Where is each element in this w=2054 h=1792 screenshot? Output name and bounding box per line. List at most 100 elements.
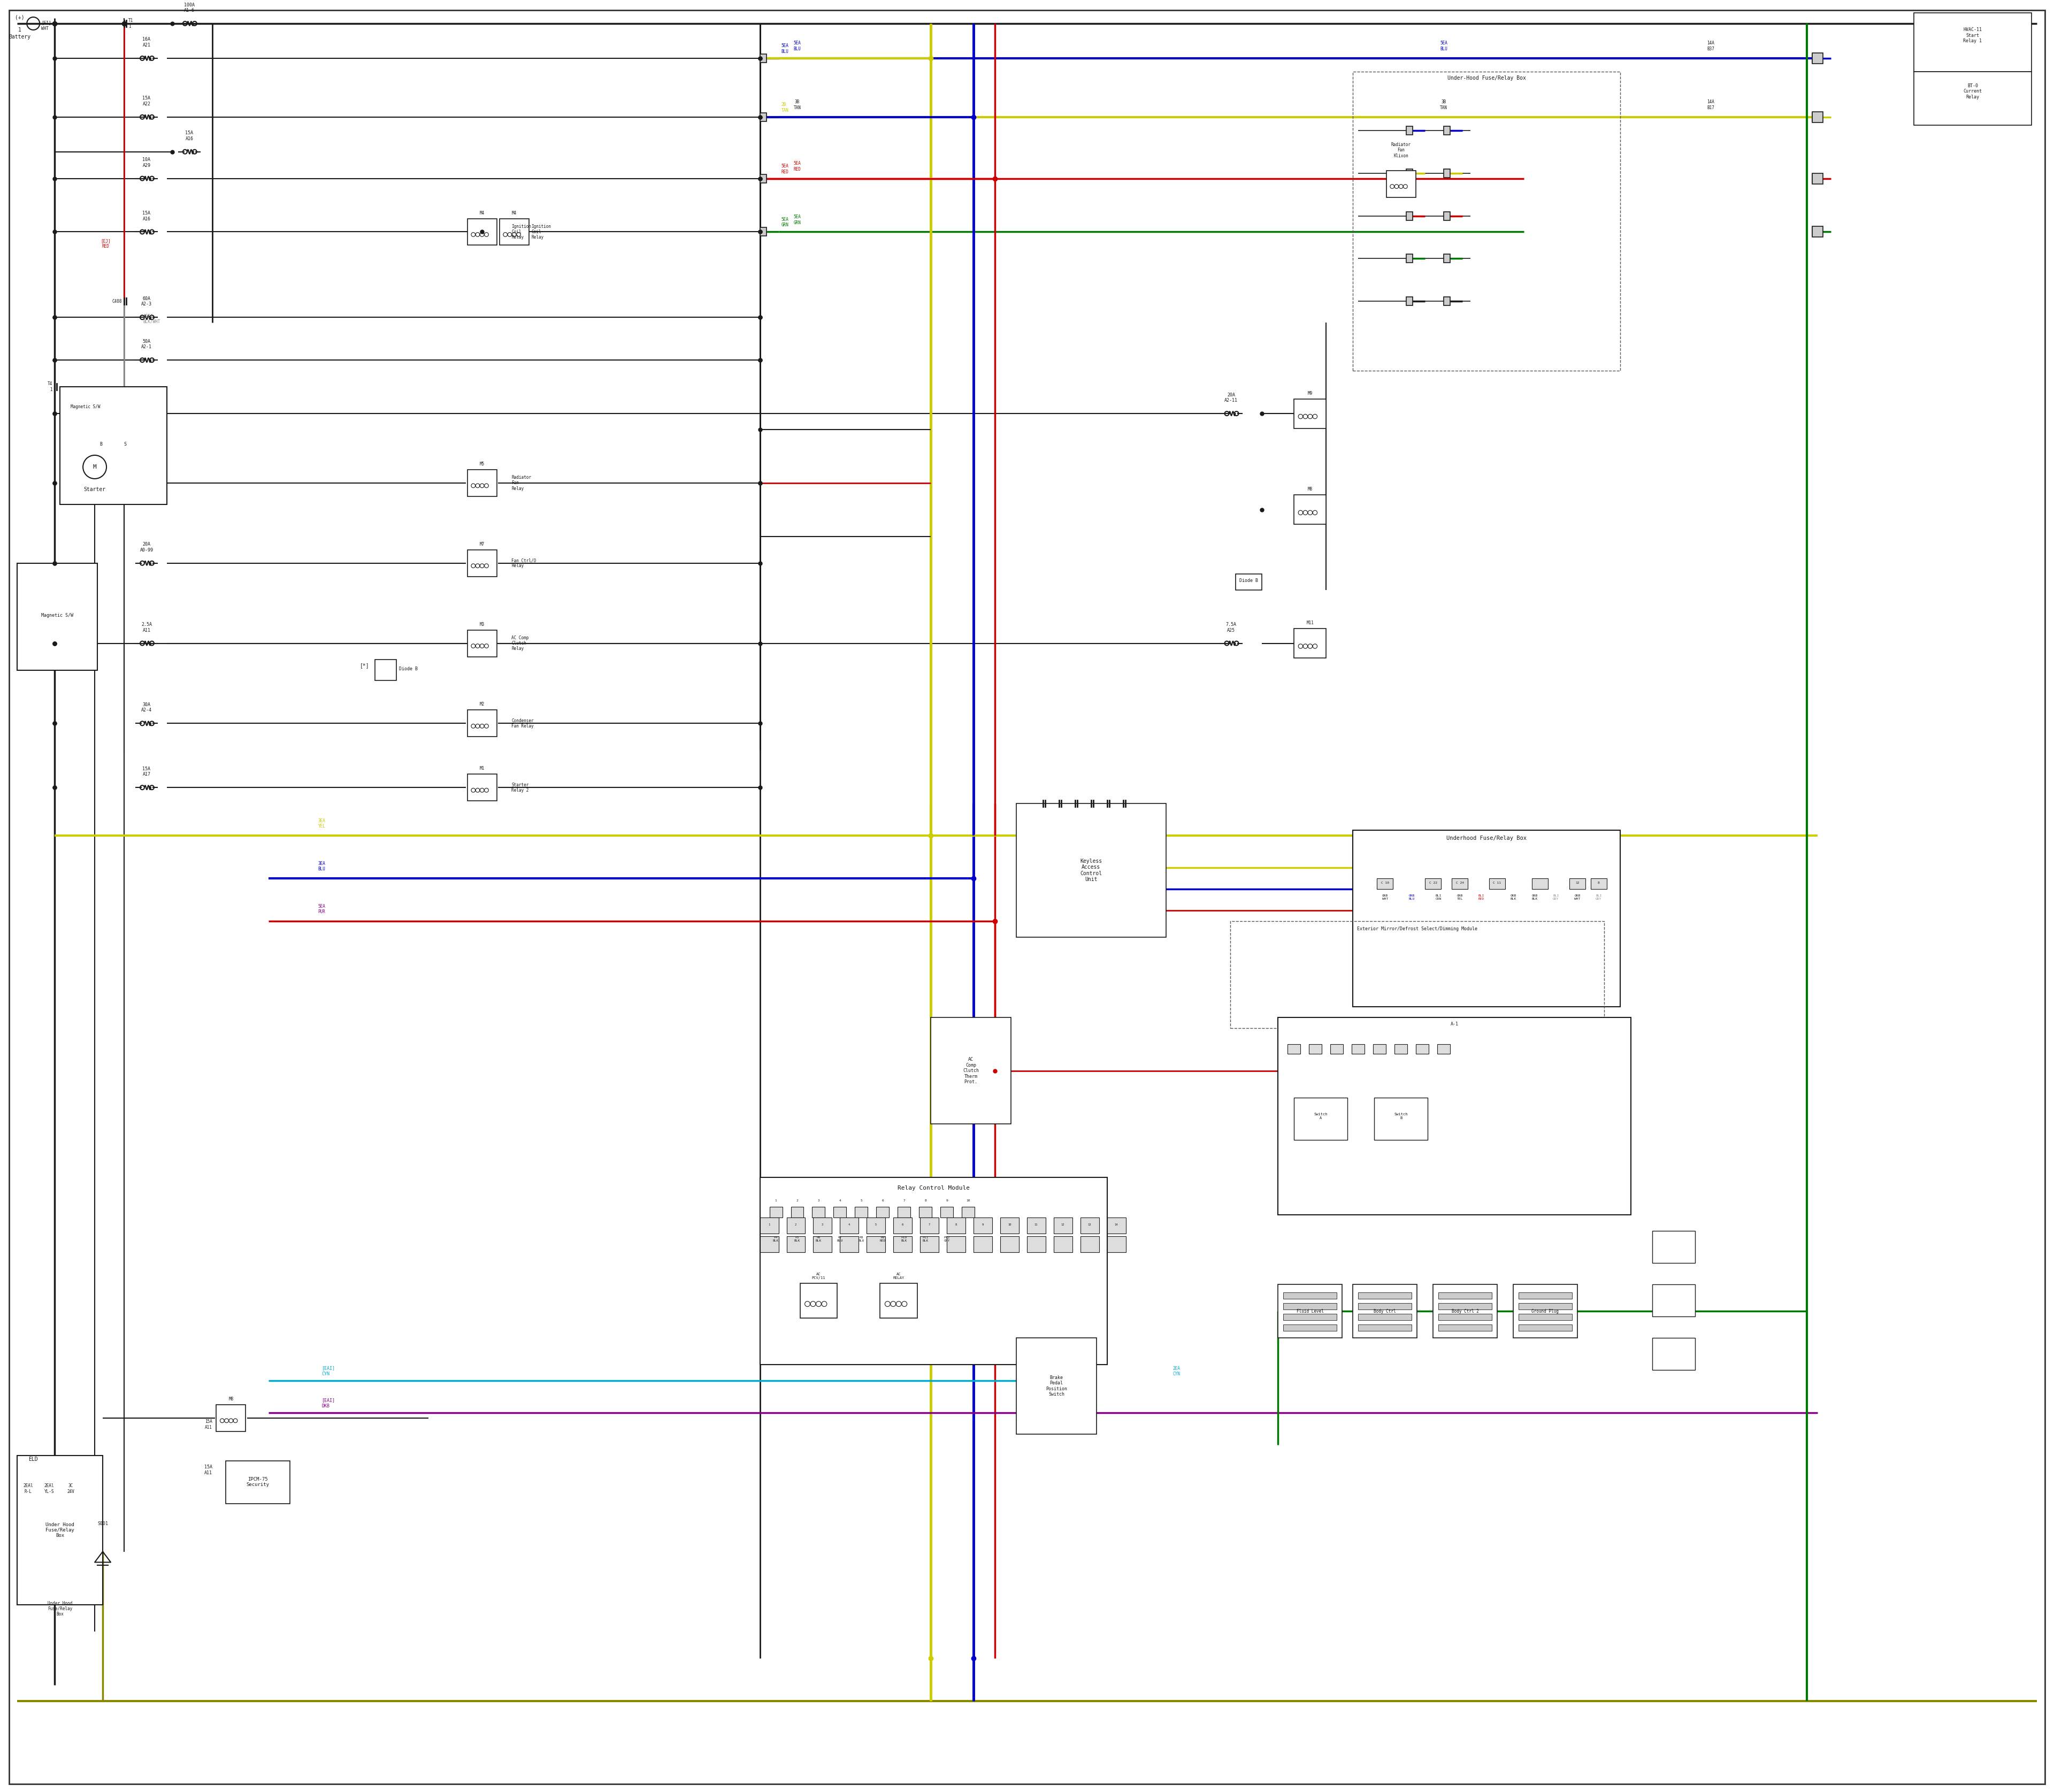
Text: P10
BLK: P10 BLK — [902, 1236, 908, 1242]
Bar — [760, 113, 766, 122]
Bar — [1407, 211, 1413, 220]
Bar — [1278, 1285, 1341, 1339]
Bar — [1438, 1045, 1450, 1054]
Bar — [941, 1208, 953, 1217]
Bar — [1354, 830, 1621, 1007]
Bar — [1308, 1045, 1323, 1054]
Bar — [760, 54, 766, 63]
Text: Relay Control Module: Relay Control Module — [898, 1186, 969, 1192]
Text: P11
BLK: P11 BLK — [922, 1236, 928, 1242]
Text: 13: 13 — [1089, 1224, 1091, 1226]
Bar — [918, 1208, 933, 1217]
Text: 60A
A2-3: 60A A2-3 — [142, 296, 152, 306]
Text: P4
BLK: P4 BLK — [772, 1236, 778, 1242]
Text: 5EA
PUR: 5EA PUR — [318, 903, 325, 914]
Text: T4
1: T4 1 — [47, 382, 53, 392]
Text: Underhood Fuse/Relay Box: Underhood Fuse/Relay Box — [1446, 835, 1526, 840]
Text: P7
BLU: P7 BLU — [836, 1236, 842, 1242]
Text: 14A
B37: 14A B37 — [1707, 41, 1715, 52]
Text: 14A
B17: 14A B17 — [1707, 100, 1715, 109]
Text: ORB
WHT: ORB WHT — [1382, 894, 1389, 900]
Bar — [1354, 72, 1621, 371]
Bar — [16, 1455, 103, 1606]
Bar — [1294, 400, 1327, 428]
Text: Ignition
Coil
Relay: Ignition Coil Relay — [532, 224, 550, 240]
Text: BLI
RED: BLI RED — [1479, 894, 1485, 900]
Bar — [1812, 174, 1818, 183]
Bar — [893, 1236, 912, 1253]
Bar — [854, 1208, 867, 1217]
Text: Battery: Battery — [8, 34, 31, 39]
Bar — [1438, 1303, 1491, 1310]
Bar — [468, 631, 497, 656]
Bar — [867, 1236, 885, 1253]
Bar — [1230, 921, 1604, 1029]
Text: Ignition
Coil
Relay: Ignition Coil Relay — [511, 224, 532, 240]
Text: BLI
CRN: BLI CRN — [1436, 894, 1442, 900]
Bar — [1438, 1324, 1491, 1331]
Text: Under-Hood Fuse/Relay Box: Under-Hood Fuse/Relay Box — [1448, 75, 1526, 81]
Bar — [1054, 1236, 1072, 1253]
Bar — [799, 1283, 838, 1317]
Bar — [1294, 629, 1327, 658]
Text: AC Comp
Clutch
Relay: AC Comp Clutch Relay — [511, 636, 528, 650]
Text: 5EA
RED: 5EA RED — [793, 161, 801, 172]
Text: [EAI]
DKB: [EAI] DKB — [322, 1398, 335, 1409]
Bar — [760, 1177, 1107, 1364]
Bar — [1914, 72, 2031, 125]
Bar — [1294, 1097, 1347, 1140]
Bar — [1569, 878, 1586, 889]
Text: 2EA
CYN: 2EA CYN — [1173, 1366, 1181, 1376]
Text: S001: S001 — [97, 1521, 109, 1527]
Text: 1: 1 — [18, 27, 21, 32]
Bar — [1812, 226, 1824, 237]
Text: BLI
GRY: BLI GRY — [1553, 894, 1559, 900]
Text: 7.5A
A25: 7.5A A25 — [1226, 622, 1237, 633]
Text: 15A
A17: 15A A17 — [142, 767, 150, 778]
Bar — [1080, 1236, 1099, 1253]
Bar — [1434, 1285, 1497, 1339]
Text: T1
1: T1 1 — [129, 18, 134, 29]
Bar — [1444, 168, 1450, 177]
Text: 100A
A1-6: 100A A1-6 — [185, 2, 195, 13]
Bar — [1284, 1292, 1337, 1299]
Bar — [787, 1217, 805, 1233]
Text: [EAI]
CYN: [EAI] CYN — [322, 1366, 335, 1376]
Text: 2EAl
R-L: 2EAl R-L — [23, 1484, 33, 1495]
Bar — [1358, 1292, 1411, 1299]
Text: Diode B: Diode B — [1239, 579, 1259, 582]
Bar — [1374, 1097, 1428, 1140]
Bar — [1438, 1314, 1491, 1321]
Bar — [16, 563, 97, 670]
Bar — [1027, 1217, 1045, 1233]
Bar — [1017, 803, 1167, 937]
Bar — [1812, 111, 1824, 122]
Text: 5EA
BLU: 5EA BLU — [793, 41, 801, 52]
Text: P8
BLU: P8 BLU — [859, 1236, 865, 1242]
Bar — [813, 1236, 832, 1253]
Bar — [974, 1236, 992, 1253]
Bar — [1000, 1236, 1019, 1253]
Text: 5EA
BLU: 5EA BLU — [781, 43, 789, 54]
Text: ELD: ELD — [29, 1457, 37, 1462]
Text: C 11: C 11 — [1493, 882, 1501, 883]
Bar — [811, 1208, 826, 1217]
Bar — [770, 1208, 783, 1217]
Bar — [867, 1217, 885, 1233]
Text: P5
BLK: P5 BLK — [795, 1236, 801, 1242]
Text: M8: M8 — [228, 1396, 234, 1401]
Bar — [468, 219, 497, 246]
Bar — [760, 1236, 778, 1253]
Bar — [1415, 1045, 1430, 1054]
Bar — [1812, 228, 1818, 237]
Bar — [1812, 174, 1824, 185]
Text: AC
PCV/11: AC PCV/11 — [811, 1272, 826, 1279]
Bar — [1352, 1045, 1364, 1054]
Bar — [499, 219, 528, 246]
Bar — [1518, 1303, 1571, 1310]
Bar — [760, 1217, 778, 1233]
Text: 20A
A0-99: 20A A0-99 — [140, 541, 154, 552]
Bar — [1107, 1217, 1126, 1233]
Text: 10: 10 — [1009, 1224, 1011, 1226]
Text: P6
BLK: P6 BLK — [815, 1236, 822, 1242]
